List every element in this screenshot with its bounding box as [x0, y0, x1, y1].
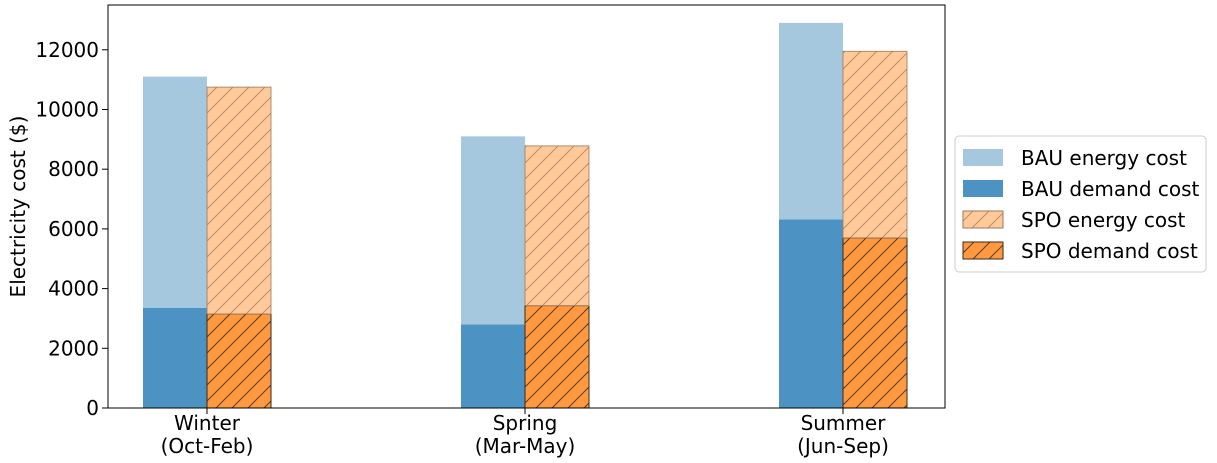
plot-frame [107, 4, 946, 409]
bar-hatch-spo-demand-cost-1 [524, 305, 590, 409]
legend-swatch-hatch-spo-energy-cost [962, 210, 1004, 229]
legend-label-spo-energy-cost: SPO energy cost [1021, 208, 1186, 232]
bar-hatch-spo-demand-cost-0 [206, 313, 272, 409]
y-tick-label: 10000 [35, 97, 99, 121]
x-axis: Winter(Oct-Feb) Spring(Mar-May) Summer(Jun… [161, 408, 889, 458]
legend: BAU energy cost BAU demand cost SPO energy… [954, 135, 1207, 273]
bars-layer [143, 22, 908, 409]
y-tick-label: 8000 [48, 157, 99, 181]
legend-swatch-bau-demand-cost [963, 180, 1003, 197]
x-tick-label: (Jun-Sep) [797, 434, 889, 458]
y-tick-label: 0 [86, 396, 99, 420]
x-tick-label: Summer [801, 411, 887, 435]
y-tick-label: 4000 [48, 277, 99, 301]
x-tick-label: Spring [493, 411, 558, 435]
y-axis-title: Electricity cost ($) [6, 116, 30, 298]
legend-label-bau-demand-cost: BAU demand cost [1021, 177, 1200, 201]
legend-label-spo-demand-cost: SPO demand cost [1021, 239, 1198, 263]
bar-bau-demand-cost-2 [779, 219, 843, 408]
legend-frame [954, 135, 1207, 273]
bar-hatch-spo-energy-cost-1 [524, 145, 590, 307]
y-tick-label: 12000 [35, 38, 99, 62]
bar-bau-energy-cost-2 [779, 22, 843, 220]
x-tick-label: (Oct-Feb) [161, 434, 254, 458]
legend-label-bau-energy-cost: BAU energy cost [1021, 146, 1187, 170]
x-tick-label: (Mar-May) [475, 434, 576, 458]
bar-hatch-spo-energy-cost-0 [206, 86, 272, 315]
bar-hatch-spo-energy-cost-2 [842, 50, 908, 239]
y-tick-label: 2000 [48, 336, 99, 360]
bar-bau-energy-cost-1 [461, 136, 525, 325]
legend-swatch-hatch-spo-demand-cost [962, 241, 1004, 260]
y-tick-label: 6000 [48, 217, 99, 241]
legend-swatch-bau-energy-cost [963, 149, 1003, 166]
y-axis: 0 2000 4000 6000 8000 10000 12000 [35, 38, 108, 420]
bar-hatch-spo-demand-cost-2 [842, 237, 908, 409]
bar-bau-demand-cost-1 [461, 324, 525, 408]
bar-bau-demand-cost-0 [143, 307, 207, 408]
bar-bau-energy-cost-0 [143, 76, 207, 308]
x-tick-label: Winter [174, 411, 241, 435]
